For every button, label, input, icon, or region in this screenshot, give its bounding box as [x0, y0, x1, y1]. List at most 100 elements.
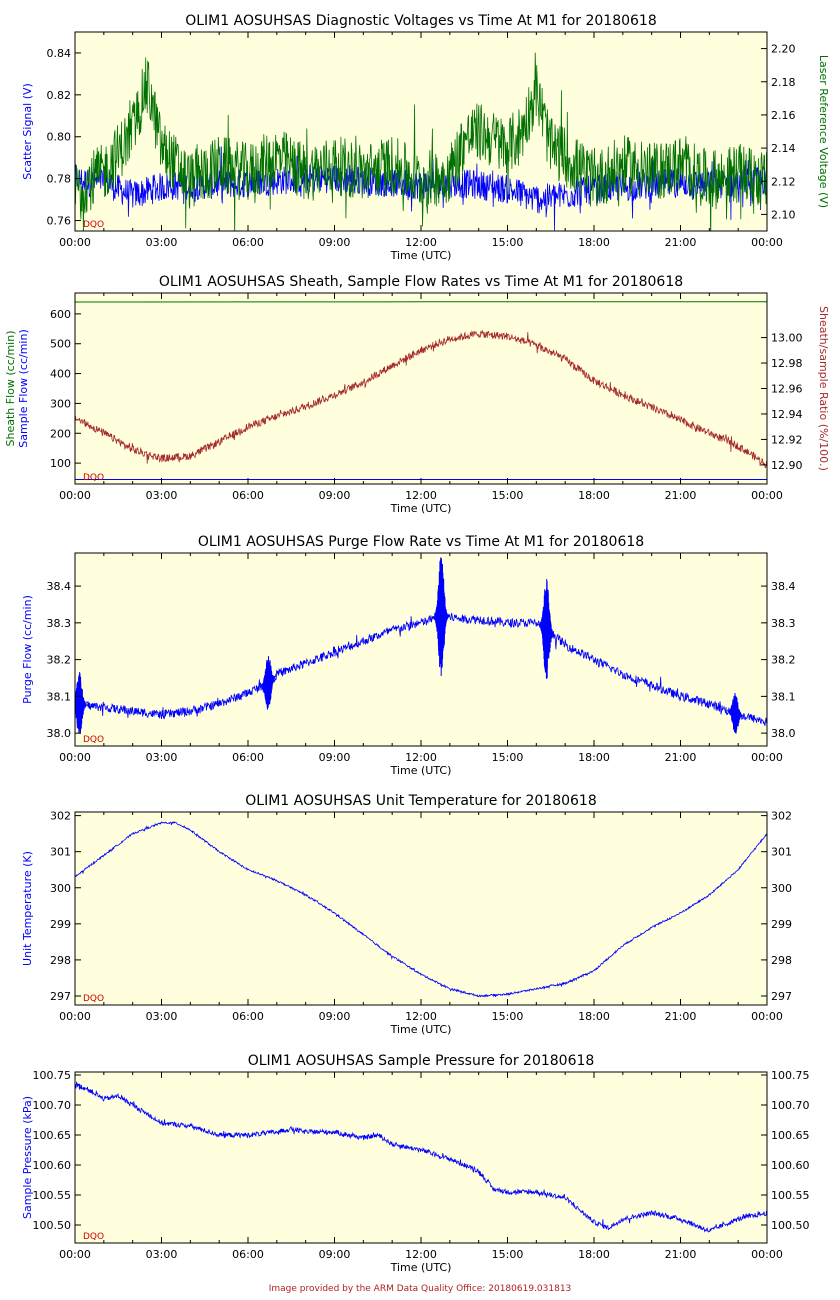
- chart-title: OLIM1 AOSUHSAS Diagnostic Voltages vs Ti…: [185, 13, 657, 29]
- right-y-tick-label: 100.55: [771, 1189, 810, 1202]
- right-y-tick-label: 298: [771, 954, 792, 967]
- x-tick-label: 09:00: [319, 1248, 351, 1261]
- x-tick-label: 12:00: [405, 1248, 437, 1261]
- x-tick-label: 00:00: [59, 1010, 91, 1023]
- x-tick-label: 06:00: [232, 751, 264, 764]
- left-y-tick-label: 0.84: [47, 47, 72, 60]
- dqo-flag: DQO: [83, 994, 104, 1004]
- left-y-tick-label: 38.2: [47, 654, 72, 667]
- right-y-tick-label: 12.92: [771, 433, 803, 446]
- x-tick-label: 21:00: [665, 751, 697, 764]
- left-y-axis-label: Unit Temperature (K): [21, 851, 34, 966]
- data-layer: [75, 52, 767, 231]
- x-tick-label: 06:00: [232, 1010, 264, 1023]
- right-y-tick-label: 38.4: [771, 580, 796, 593]
- right-y-axis-label: Laser Reference Voltage (V): [817, 55, 830, 208]
- left-y-tick-label: 500: [50, 338, 71, 351]
- x-tick-label: 03:00: [146, 489, 178, 502]
- left-y-tick-label: 297: [50, 990, 71, 1003]
- left-y-tick-label: 38.4: [47, 580, 72, 593]
- right-y-tick-label: 2.16: [771, 109, 796, 122]
- left-y-tick-label: 300: [50, 882, 71, 895]
- plot-background: [75, 553, 767, 746]
- right-y-tick-label: 12.94: [771, 408, 803, 421]
- left-y-tick-label: 299: [50, 918, 71, 931]
- right-y-tick-label: 300: [771, 882, 792, 895]
- x-tick-label: 06:00: [232, 489, 264, 502]
- data-layer: [75, 1081, 767, 1233]
- x-tick-label: 09:00: [319, 1010, 351, 1023]
- x-tick-label: 03:00: [146, 751, 178, 764]
- x-tick-label: 00:00: [751, 236, 783, 249]
- left-y-tick-label: 100: [50, 457, 71, 470]
- right-y-tick-label: 2.10: [771, 208, 796, 221]
- left-y-tick-label: 100.60: [33, 1159, 72, 1172]
- x-tick-label: 09:00: [319, 489, 351, 502]
- right-y-tick-label: 38.0: [771, 727, 796, 740]
- x-tick-label: 15:00: [492, 236, 524, 249]
- left-y-tick-label: 100.75: [33, 1069, 72, 1082]
- series-sample-pressure: [75, 1081, 767, 1233]
- right-y-tick-label: 12.98: [771, 357, 803, 370]
- dqo-flag: DQO: [83, 220, 104, 230]
- right-y-tick-label: 100.70: [771, 1099, 810, 1112]
- series-laser-reference-voltage: [75, 52, 767, 231]
- x-tick-label: 12:00: [405, 1010, 437, 1023]
- right-y-tick-label: 301: [771, 846, 792, 859]
- plot-background: [75, 1072, 767, 1243]
- left-y-tick-label: 298: [50, 954, 71, 967]
- left-y-tick-label: 100.70: [33, 1099, 72, 1112]
- x-axis-label: Time (UTC): [390, 502, 452, 515]
- right-y-tick-label: 299: [771, 918, 792, 931]
- right-y-tick-label: 38.2: [771, 654, 796, 667]
- purge-burst-3: [432, 557, 450, 677]
- x-tick-label: 00:00: [751, 1248, 783, 1261]
- right-y-tick-label: 2.12: [771, 175, 796, 188]
- x-tick-label: 21:00: [665, 236, 697, 249]
- x-tick-label: 18:00: [578, 1248, 610, 1261]
- x-tick-label: 21:00: [665, 1010, 697, 1023]
- x-tick-label: 21:00: [665, 1248, 697, 1261]
- left-y-tick-label: 100.50: [33, 1219, 72, 1232]
- left-y-axis-label: Sheath Flow (cc/min): [4, 331, 17, 447]
- left-y-tick-label: 0.78: [47, 173, 72, 186]
- data-layer: [75, 557, 767, 734]
- data-layer: [75, 821, 767, 998]
- x-tick-label: 21:00: [665, 489, 697, 502]
- left-y-tick-label: 0.80: [47, 131, 72, 144]
- x-tick-label: 18:00: [578, 1010, 610, 1023]
- x-tick-label: 09:00: [319, 236, 351, 249]
- right-y-tick-label: 38.1: [771, 690, 796, 703]
- chart-title: OLIM1 AOSUHSAS Unit Temperature for 2018…: [245, 793, 597, 809]
- left-y-tick-label: 300: [50, 397, 71, 410]
- x-tick-label: 18:00: [578, 236, 610, 249]
- right-y-tick-label: 38.3: [771, 617, 796, 630]
- right-y-tick-label: 2.14: [771, 142, 796, 155]
- x-tick-label: 03:00: [146, 1248, 178, 1261]
- x-axis-label: Time (UTC): [390, 764, 452, 777]
- x-tick-label: 00:00: [59, 1248, 91, 1261]
- left-y-tick-label: 100.55: [33, 1189, 72, 1202]
- x-tick-label: 03:00: [146, 236, 178, 249]
- right-y-tick-label: 2.20: [771, 43, 796, 56]
- x-tick-label: 00:00: [59, 489, 91, 502]
- left-y-axis-label: Sample Flow (cc/min): [17, 329, 30, 447]
- chart-panel-1: 00:00 03:00 06:00 09:00 12:00 15:00 18:00 21:00…: [21, 13, 830, 262]
- right-y-tick-label: 100.60: [771, 1159, 810, 1172]
- right-y-tick-label: 12.96: [771, 383, 803, 396]
- chart-title: OLIM1 AOSUHSAS Sample Pressure for 20180…: [248, 1053, 595, 1069]
- chart-title: OLIM1 AOSUHSAS Purge Flow Rate vs Time A…: [198, 534, 644, 550]
- x-tick-label: 03:00: [146, 1010, 178, 1023]
- x-tick-label: 09:00: [319, 751, 351, 764]
- right-y-tick-label: 2.18: [771, 76, 796, 89]
- footer-credit: Image provided by the ARM Data Quality O…: [268, 1284, 572, 1294]
- x-tick-label: 15:00: [492, 1010, 524, 1023]
- right-y-axis-label: Sheath/sample Ratio (%/100.): [817, 306, 830, 471]
- left-y-tick-label: 38.0: [47, 727, 72, 740]
- left-y-tick-label: 38.3: [47, 617, 72, 630]
- x-tick-label: 12:00: [405, 489, 437, 502]
- x-tick-label: 00:00: [59, 751, 91, 764]
- dqo-flag: DQO: [83, 735, 104, 745]
- series-sheath-sample-ratio: [75, 330, 767, 469]
